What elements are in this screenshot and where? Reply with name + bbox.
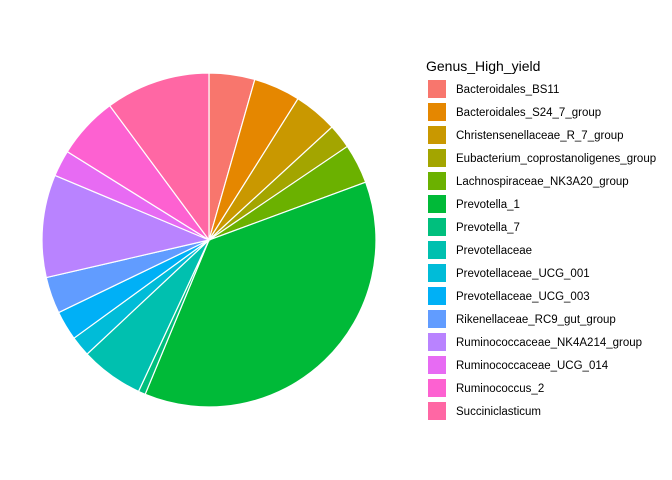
legend-key-5 xyxy=(428,195,446,213)
legend-label-11: Ruminococcaceae_NK4A214_group xyxy=(456,337,642,349)
legend-label-10: Rikenellaceae_RC9_gut_group xyxy=(456,314,616,326)
legend-key-6 xyxy=(428,218,446,236)
legend-title: Genus_High_yield xyxy=(426,58,540,74)
pie-slice-5 xyxy=(144,181,377,408)
legend-label-7: Prevotellaceae xyxy=(456,245,532,257)
legend-label-8: Prevotellaceae_UCG_001 xyxy=(456,268,590,280)
legend-label-12: Ruminococcaceae_UCG_014 xyxy=(456,360,609,372)
legend-label-2: Christensenellaceae_R_7_group xyxy=(456,130,624,142)
legend-key-4 xyxy=(428,172,446,190)
legend-key-11 xyxy=(428,333,446,351)
legend-label-13: Ruminococcus_2 xyxy=(456,383,544,395)
legend-key-12 xyxy=(428,356,446,374)
legend-key-7 xyxy=(428,241,446,259)
legend-label-4: Lachnospiraceae_NK3A20_group xyxy=(456,176,629,188)
legend-key-14 xyxy=(428,402,446,420)
legend-key-2 xyxy=(428,126,446,144)
legend-key-10 xyxy=(428,310,446,328)
legend-key-8 xyxy=(428,264,446,282)
legend-key-3 xyxy=(428,149,446,167)
legend-label-6: Prevotella_7 xyxy=(456,222,520,234)
legend-label-0: Bacteroidales_BS11 xyxy=(456,84,559,96)
pie-slices xyxy=(41,72,377,408)
legend-key-13 xyxy=(428,379,446,397)
legend: Genus_High_yield Bacteroidales_BS11Bacte… xyxy=(426,58,656,420)
pie-slice-11 xyxy=(41,174,211,279)
legend-label-1: Bacteroidales_S24_7_group xyxy=(456,107,601,119)
legend-label-9: Prevotellaceae_UCG_003 xyxy=(456,291,590,303)
legend-label-5: Prevotella_1 xyxy=(456,199,520,211)
legend-key-9 xyxy=(428,287,446,305)
legend-key-1 xyxy=(428,103,446,121)
legend-key-0 xyxy=(428,80,446,98)
legend-label-3: Eubacterium_coprostanoligenes_group xyxy=(456,153,656,165)
pie-slice-14 xyxy=(108,72,210,242)
legend-label-14: Succiniclasticum xyxy=(456,406,541,418)
legend-items: Bacteroidales_BS11 Bacteroidales_S24_7_gr… xyxy=(428,80,656,420)
